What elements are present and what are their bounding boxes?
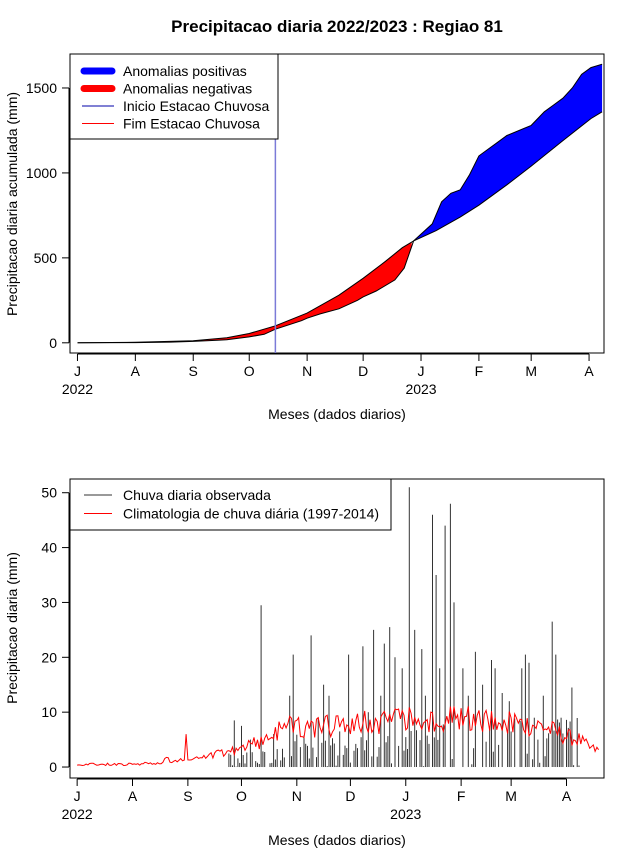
- y-axis-daily: 0 10 20 30 40 50: [41, 485, 70, 775]
- y-tick-label-bottom-2: 20: [41, 649, 57, 665]
- year-label-top-0: 2022: [62, 381, 93, 397]
- observed-cumulative-line: [77, 63, 603, 344]
- legend-label-top-0: Anomalias positivas: [123, 63, 247, 79]
- y-axis-title-top: Precipitacao diaria acumulada (mm): [4, 92, 20, 316]
- year-label-top-1: 2023: [405, 381, 436, 397]
- climatology-line: [77, 706, 600, 767]
- chart-title: Precipitacao diaria 2022/2023 : Regiao 8…: [171, 17, 503, 36]
- cumulative-chart-panel: J A S O N D J F M A 2022 2023 0 500 1000 1500 Meses (d…: [4, 53, 605, 422]
- anomaly-areas: [79, 64, 603, 343]
- x-tick-label-top-1: A: [131, 363, 141, 379]
- y-tick-label-top-1: 500: [34, 250, 58, 266]
- legend-label-top-2: Inicio Estacao Chuvosa: [123, 98, 270, 114]
- x-tick-label-top-3: O: [244, 363, 255, 379]
- y-tick-label-top-0: 0: [49, 335, 57, 351]
- y-tick-label-bottom-3: 30: [41, 594, 57, 610]
- y-tick-label-bottom-0: 0: [49, 759, 57, 775]
- x-tick-label-top-6: J: [418, 363, 425, 379]
- legend-label-bottom-0: Chuva diaria observada: [123, 487, 271, 503]
- y-axis-title-bottom: Precipitacao diaria (mm): [4, 552, 20, 704]
- legend-label-bottom-1: Climatologia de chuva diária (1997-2014): [123, 506, 379, 522]
- positive-anomaly-area-2: [413, 64, 603, 241]
- x-axis-title-top: Meses (dados diarios): [268, 406, 406, 422]
- x-tick-label-top-2: S: [189, 363, 198, 379]
- legend-top: Anomalias positivas Anomalias negativasIn…: [69, 53, 279, 140]
- year-label-bottom-1: 2023: [390, 806, 421, 822]
- x-axis-months-top: J A S O N D J F M A 2022 2023: [62, 353, 594, 397]
- x-tick-label-bottom-5: D: [345, 788, 355, 804]
- year-label-bottom-0: 2022: [62, 806, 93, 822]
- negative-anomaly-area-1: [79, 242, 412, 343]
- legend-bottom: Chuva diaria observada Climatologia de ch…: [69, 478, 392, 531]
- x-axis-title-bottom: Meses (dados diarios): [268, 832, 406, 848]
- x-tick-label-top-5: D: [358, 363, 368, 379]
- y-tick-label-top-2: 1000: [26, 165, 57, 181]
- legend-label-top-3: Fim Estacao Chuvosa: [123, 116, 260, 132]
- x-tick-label-bottom-7: F: [457, 788, 466, 804]
- x-tick-label-top-8: M: [525, 363, 537, 379]
- x-tick-label-top-7: F: [475, 363, 484, 379]
- x-tick-label-bottom-0: J: [74, 788, 81, 804]
- x-tick-label-bottom-3: O: [236, 788, 247, 804]
- legend-label-top-1: Anomalias negativas: [123, 81, 252, 97]
- x-tick-label-bottom-6: J: [402, 788, 409, 804]
- climatology-daily-line: [77, 706, 600, 767]
- legend-box-bottom: [69, 478, 392, 531]
- y-tick-label-bottom-5: 50: [41, 485, 57, 501]
- x-tick-label-bottom-4: N: [292, 788, 302, 804]
- x-tick-label-top-9: A: [584, 363, 594, 379]
- x-tick-label-top-0: J: [74, 363, 81, 379]
- x-tick-label-bottom-8: M: [505, 788, 517, 804]
- y-tick-label-bottom-4: 40: [41, 540, 57, 556]
- y-tick-label-bottom-1: 10: [41, 704, 57, 720]
- climatology-cumulative-line: [77, 111, 603, 344]
- x-tick-label-bottom-2: S: [183, 788, 192, 804]
- y-axis-accumulated: 0 500 1000 1500: [26, 80, 70, 351]
- x-axis-months-bottom: J A S O N D J F M A 2022 2023: [62, 778, 572, 822]
- cumulative-plot-frame: [69, 53, 605, 354]
- x-tick-label-bottom-9: A: [562, 788, 572, 804]
- x-tick-label-bottom-1: A: [128, 788, 138, 804]
- x-tick-label-top-4: N: [302, 363, 312, 379]
- daily-chart-panel: J A S O N D J F M A 2022 2023 0 10 20 30 40 50 Meses (da…: [4, 478, 605, 848]
- y-tick-label-top-3: 1500: [26, 80, 57, 96]
